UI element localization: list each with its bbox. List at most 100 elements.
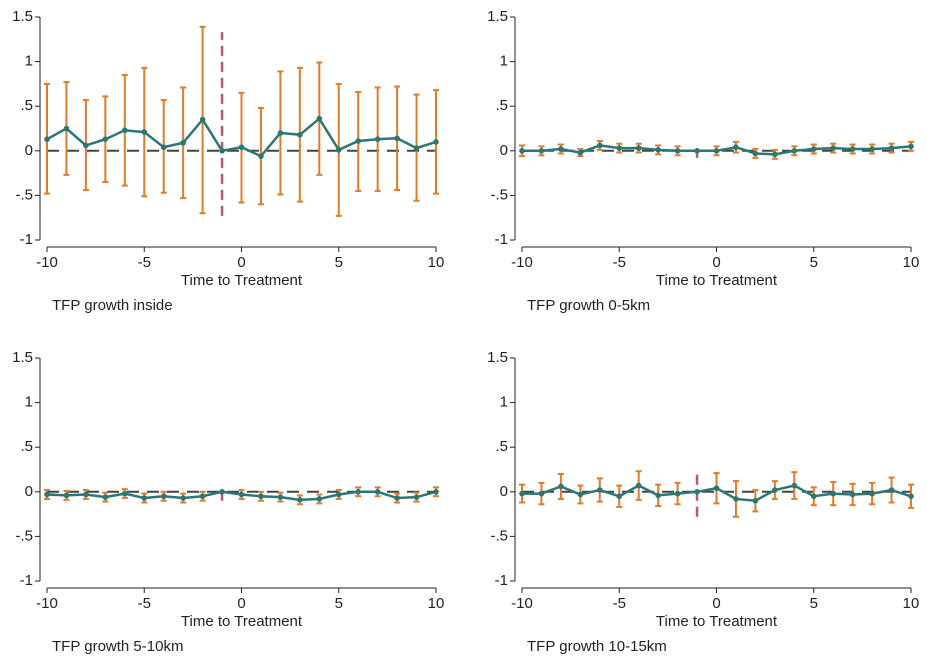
- estimate-point: [199, 493, 206, 500]
- estimate-point: [655, 492, 661, 499]
- x-tick-label: -5: [138, 254, 151, 271]
- estimate-point: [44, 491, 50, 498]
- estimate-point: [908, 493, 914, 500]
- y-tick-label: -.5: [490, 527, 508, 544]
- estimate-point: [160, 144, 167, 151]
- estimate-point: [277, 130, 284, 136]
- estimate-point: [219, 489, 225, 495]
- estimate-point: [635, 482, 642, 489]
- estimate-point: [635, 145, 642, 151]
- estimate-point: [558, 483, 564, 490]
- y-tick-label: 1.5: [487, 8, 508, 25]
- estimate-point: [413, 145, 420, 151]
- estimate-point: [316, 496, 323, 502]
- estimate-point: [141, 495, 148, 501]
- x-tick-label: 5: [335, 254, 343, 271]
- estimate-point: [888, 487, 895, 493]
- y-tick-label: 1: [25, 394, 33, 411]
- estimate-point: [413, 494, 420, 500]
- y-tick-label: .5: [495, 97, 508, 114]
- estimate-point: [538, 148, 545, 154]
- y-tick-label: 0: [500, 142, 508, 159]
- estimate-point: [433, 489, 439, 495]
- x-axis-label: Time to Treatment: [656, 272, 778, 289]
- x-tick-label: 0: [712, 254, 720, 271]
- x-tick-label: 0: [712, 595, 720, 612]
- estimate-point: [374, 136, 381, 143]
- estimate-point: [316, 115, 323, 122]
- estimate-point: [297, 131, 303, 138]
- x-tick-label: 10: [428, 254, 445, 271]
- x-tick-label: -5: [613, 254, 626, 271]
- estimate-point: [122, 127, 128, 134]
- x-tick-label: 10: [428, 595, 445, 612]
- x-axis-label: Time to Treatment: [656, 613, 778, 630]
- y-tick-label: 1.5: [487, 349, 508, 366]
- y-tick-label: -.5: [15, 527, 33, 544]
- estimate-point: [219, 148, 225, 154]
- estimate-point: [616, 493, 623, 500]
- x-tick-label: 5: [335, 595, 343, 612]
- estimate-point: [869, 146, 875, 152]
- estimate-point: [297, 497, 303, 503]
- estimate-point: [577, 149, 584, 156]
- estimate-point: [810, 493, 817, 500]
- y-tick-label: .5: [20, 438, 33, 455]
- estimate-point: [394, 135, 400, 142]
- estimate-point: [180, 139, 186, 146]
- estimate-point: [616, 145, 623, 151]
- estimate-point: [655, 147, 661, 153]
- estimate-point: [355, 138, 362, 144]
- estimate-point: [63, 125, 70, 132]
- estimate-point: [258, 153, 264, 159]
- estimate-point: [752, 497, 759, 504]
- estimate-point: [199, 116, 206, 123]
- x-axis-label: Time to Treatment: [181, 613, 303, 630]
- y-tick-label: 1: [25, 53, 33, 70]
- estimate-point: [355, 489, 362, 495]
- y-tick-label: -1: [20, 572, 33, 589]
- estimate-point: [597, 142, 603, 149]
- x-tick-label: 5: [810, 595, 818, 612]
- x-tick-label: 0: [237, 254, 245, 271]
- x-tick-label: -5: [138, 595, 151, 612]
- y-tick-label: 1: [500, 394, 508, 411]
- estimate-point: [674, 148, 681, 154]
- estimate-point: [674, 490, 681, 497]
- estimate-point: [791, 148, 798, 154]
- estimate-point: [44, 136, 50, 143]
- estimate-point: [102, 136, 109, 143]
- estimate-point: [810, 146, 817, 152]
- estimate-point: [160, 493, 167, 500]
- estimate-point: [849, 146, 856, 152]
- x-tick-label: 10: [903, 254, 920, 271]
- estimate-point: [433, 139, 439, 145]
- y-tick-label: .5: [495, 438, 508, 455]
- y-tick-label: -1: [20, 231, 33, 248]
- x-tick-label: 10: [903, 595, 920, 612]
- estimate-point: [538, 490, 545, 497]
- estimate-point: [752, 150, 759, 157]
- panel-caption: TFP growth 5-10km: [52, 638, 183, 655]
- y-tick-label: -1: [495, 572, 508, 589]
- y-tick-label: 0: [25, 142, 33, 159]
- estimate-point: [180, 495, 186, 501]
- estimate-point: [238, 144, 245, 151]
- estimate-point: [772, 151, 778, 158]
- estimate-point: [558, 146, 564, 152]
- estimate-point: [258, 493, 264, 500]
- x-tick-label: -5: [613, 595, 626, 612]
- y-tick-label: 0: [500, 483, 508, 500]
- x-tick-label: 0: [237, 595, 245, 612]
- y-tick-label: 1: [500, 53, 508, 70]
- estimate-point: [694, 148, 700, 154]
- panel-caption: TFP growth 0-5km: [527, 297, 650, 314]
- estimate-point: [830, 490, 836, 497]
- estimate-point: [277, 494, 284, 500]
- estimate-point: [238, 491, 245, 498]
- estimate-point: [394, 495, 400, 501]
- estimate-point: [713, 148, 720, 154]
- estimate-point: [122, 490, 128, 497]
- estimate-point: [141, 129, 148, 135]
